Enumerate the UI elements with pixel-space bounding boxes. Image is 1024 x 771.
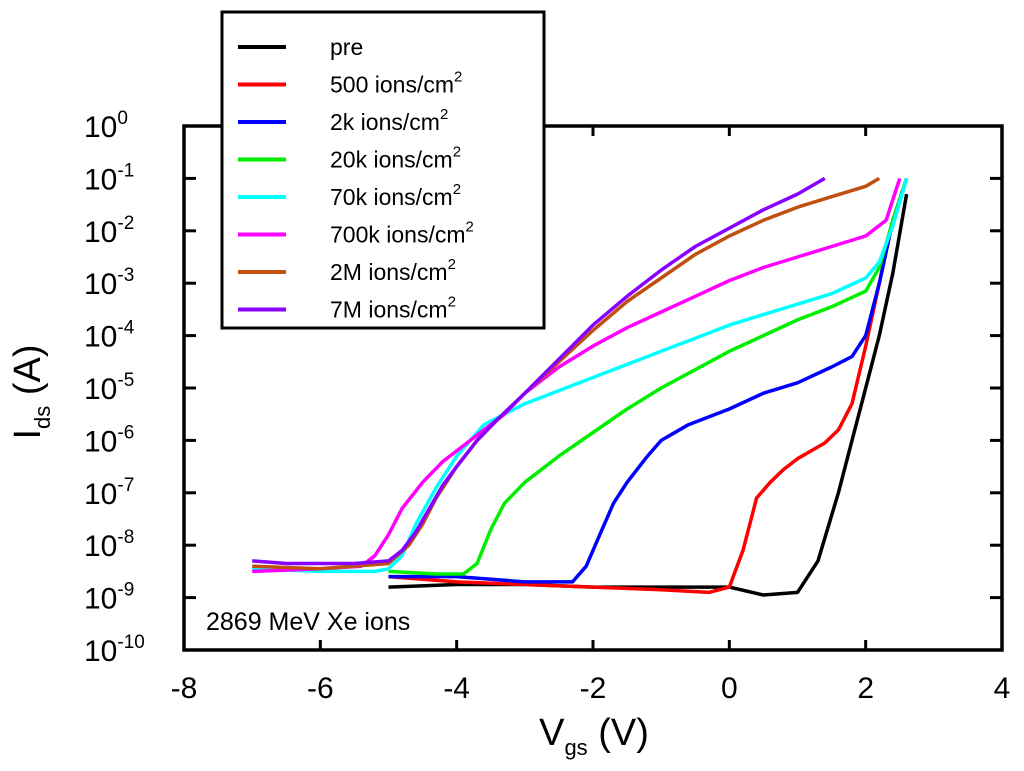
legend-label: 7M ions/cm2 [330, 294, 456, 323]
x-tick-label: 4 [994, 672, 1011, 705]
series-line-7 [252, 176, 826, 566]
annotation: 2869 MeV Xe ions [206, 608, 410, 636]
y-tick-label: 10-1 [84, 160, 134, 196]
x-tick-label: -4 [443, 672, 470, 705]
legend-label: 700k ions/cm2 [330, 219, 474, 248]
y-tick-label: 10-9 [84, 580, 134, 616]
y-tick-label: 10-6 [84, 422, 134, 458]
y-tick-label: 10-10 [84, 632, 145, 668]
series-line-4 [252, 177, 909, 574]
legend-label: 500 ions/cm2 [330, 69, 462, 98]
legend-label: 70k ions/cm2 [330, 181, 461, 210]
legend-label: 2k ions/cm2 [330, 106, 448, 135]
x-tick-label: -2 [580, 672, 607, 705]
x-axis-title: Vgs (V) [539, 712, 649, 760]
legend-label: pre [330, 34, 363, 60]
series-line-1 [388, 177, 909, 595]
y-tick-label: 100 [84, 108, 128, 144]
legend-label: 2M ions/cm2 [330, 256, 456, 285]
legend-items: pre 500 ions/cm2 2k ions/cm2 20k ions/cm2 70… [238, 34, 474, 323]
series-line-2 [388, 177, 909, 584]
y-axis-title: Ids (A) [7, 344, 55, 439]
legend-label: 20k ions/cm2 [330, 144, 461, 173]
y-tick-label: 10-5 [84, 370, 134, 406]
series-line-6 [252, 176, 881, 571]
x-tick-label: -8 [171, 672, 198, 705]
y-tick-label: 10-3 [84, 265, 134, 301]
y-tick-label: 10-2 [84, 213, 134, 249]
y-ticks: 100 10-1 10-2 10-3 10-4 10-5 10-6 10-7 10-8 10-9 1… [84, 108, 1002, 668]
legend-box [220, 10, 546, 330]
legend: pre 500 ions/cm2 2k ions/cm2 20k ions/cm2 70… [220, 10, 546, 330]
series-lines [252, 176, 909, 597]
x-tick-label: 2 [857, 672, 874, 705]
y-tick-label: 10-7 [84, 475, 134, 511]
x-tick-label: 0 [721, 672, 738, 705]
series-line-3 [388, 177, 909, 576]
y-tick-label: 10-4 [84, 318, 135, 354]
series-line-5 [252, 177, 902, 574]
x-ticks: -8 -6 -4 -2 0 2 4 [171, 126, 1011, 705]
x-tick-label: -6 [307, 672, 334, 705]
y-tick-label: 10-8 [84, 527, 134, 563]
